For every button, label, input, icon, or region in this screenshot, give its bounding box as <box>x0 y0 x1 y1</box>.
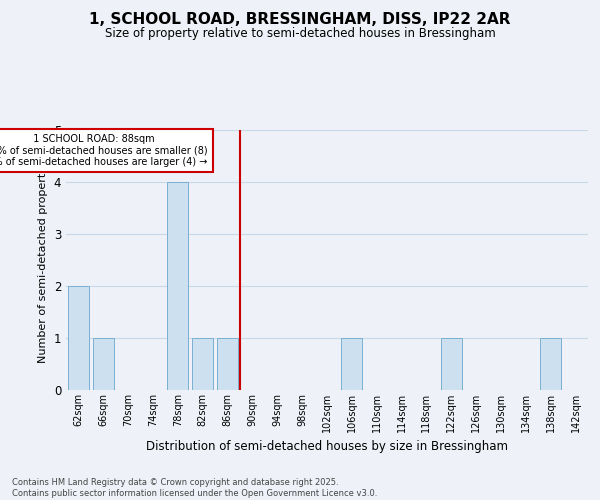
Text: 1 SCHOOL ROAD: 88sqm
← 67% of semi-detached houses are smaller (8)
  33% of semi: 1 SCHOOL ROAD: 88sqm ← 67% of semi-detac… <box>0 134 208 168</box>
Text: Contains HM Land Registry data © Crown copyright and database right 2025.
Contai: Contains HM Land Registry data © Crown c… <box>12 478 377 498</box>
Bar <box>167 182 188 390</box>
Y-axis label: Number of semi-detached properties: Number of semi-detached properties <box>38 157 48 363</box>
Bar <box>192 338 213 390</box>
Text: Size of property relative to semi-detached houses in Bressingham: Size of property relative to semi-detach… <box>104 28 496 40</box>
Bar <box>441 338 462 390</box>
Text: 1, SCHOOL ROAD, BRESSINGHAM, DISS, IP22 2AR: 1, SCHOOL ROAD, BRESSINGHAM, DISS, IP22 … <box>89 12 511 28</box>
Bar <box>540 338 561 390</box>
X-axis label: Distribution of semi-detached houses by size in Bressingham: Distribution of semi-detached houses by … <box>146 440 508 454</box>
Bar <box>341 338 362 390</box>
Bar <box>68 286 89 390</box>
Bar <box>217 338 238 390</box>
Bar <box>93 338 114 390</box>
